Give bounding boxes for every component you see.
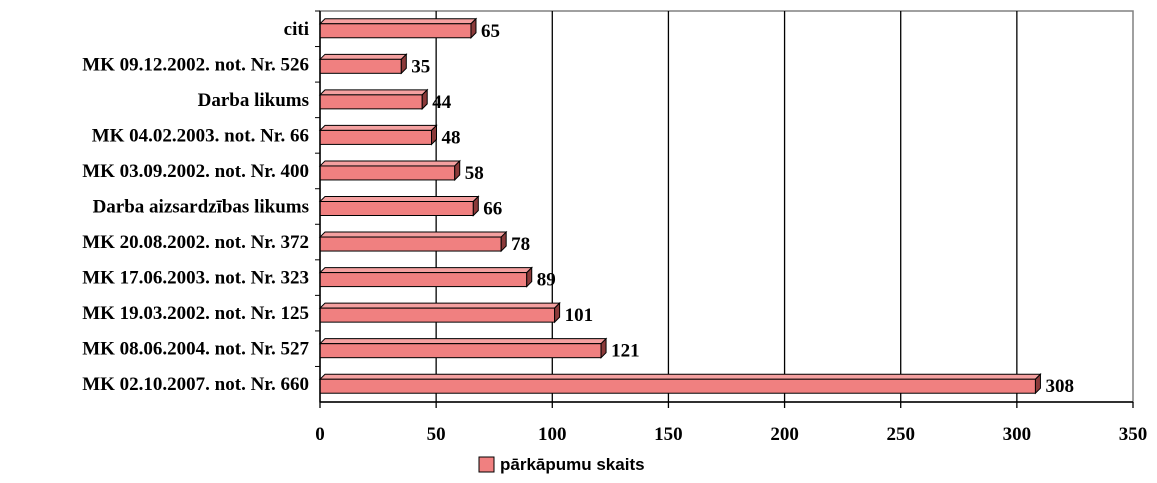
bar — [318, 159, 461, 182]
legend: pārkāpumu skaits — [478, 455, 645, 474]
bar — [318, 337, 608, 359]
bar-top-face — [318, 373, 1042, 380]
bar-front-face — [319, 23, 472, 39]
legend-label: pārkāpumu skaits — [500, 455, 645, 474]
value-label: 44 — [432, 92, 452, 113]
x-tick-label: 300 — [1003, 424, 1032, 445]
bar-side-face — [430, 124, 437, 146]
bar-side-face — [1034, 373, 1041, 395]
value-label: 121 — [611, 341, 640, 362]
bar-front-face — [319, 236, 502, 252]
bar-side-face — [421, 88, 428, 111]
value-label: 58 — [465, 163, 484, 184]
category-label: Darba aizsardzības likums — [93, 197, 309, 218]
x-tick-label: 150 — [654, 424, 683, 445]
value-label: 65 — [481, 21, 500, 42]
bar — [318, 53, 408, 75]
x-axis: 0 50 100 150 200 250 300 350 — [315, 10, 1148, 445]
bar-side-face — [554, 301, 561, 324]
bar-top-face — [318, 53, 408, 60]
bars — [318, 17, 1042, 395]
bar-front-face — [319, 94, 423, 110]
x-tick-label: 0 — [315, 424, 325, 445]
bar-front-face — [319, 165, 456, 181]
x-tick-label: 50 — [427, 424, 446, 445]
bar-top-face — [318, 18, 478, 25]
value-label: 89 — [537, 270, 556, 291]
value-label: 35 — [411, 56, 430, 77]
category-label: MK 09.12.2002. not. Nr. 526 — [82, 54, 309, 75]
bar-front-face — [319, 378, 1036, 394]
bar-front-face — [319, 58, 402, 74]
bar-top-face — [318, 89, 429, 96]
bar-front-face — [319, 307, 556, 323]
category-label: MK 04.02.2003. not. Nr. 66 — [92, 125, 309, 146]
value-label: 48 — [441, 127, 460, 148]
x-tick-label: 350 — [1119, 424, 1148, 445]
bar-top-face — [318, 124, 438, 131]
bar — [318, 266, 533, 288]
legend-swatch — [478, 456, 495, 473]
category-label: MK 20.08.2002. not. Nr. 372 — [82, 232, 309, 253]
category-labels: citi MK 09.12.2002. not. Nr. 526 Darba lik… — [82, 19, 309, 395]
bar — [318, 301, 561, 324]
category-label: MK 08.06.2004. not. Nr. 527 — [82, 339, 309, 360]
bar — [318, 124, 438, 146]
bar-side-face — [526, 266, 533, 288]
category-label: MK 17.06.2003. not. Nr. 323 — [82, 268, 309, 289]
bar-side-face — [400, 53, 407, 75]
bar-side-face — [600, 337, 607, 359]
bar — [318, 17, 478, 39]
bar-side-face — [454, 159, 461, 182]
category-label: MK 02.10.2007. not. Nr. 660 — [82, 374, 309, 395]
bar-front-face — [319, 129, 432, 145]
value-label: 101 — [565, 305, 594, 326]
bar-top-face — [318, 196, 480, 202]
category-label: citi — [284, 19, 309, 40]
x-tick-label: 100 — [538, 424, 567, 445]
category-label: MK 19.03.2002. not. Nr. 125 — [82, 303, 309, 324]
bar-front-face — [319, 201, 474, 216]
bar-top-face — [318, 302, 561, 309]
bar-top-face — [318, 267, 533, 274]
bar — [318, 195, 480, 217]
value-label: 66 — [483, 199, 502, 220]
bar-top-face — [318, 338, 608, 345]
bar — [318, 373, 1042, 395]
category-label: Darba likums — [198, 90, 309, 111]
bar — [318, 230, 508, 253]
value-label: 308 — [1045, 376, 1074, 397]
bar-front-face — [319, 272, 528, 288]
value-label: 78 — [511, 234, 530, 255]
x-tick-label: 200 — [770, 424, 799, 445]
bar-side-face — [470, 17, 477, 39]
bar-top-face — [318, 231, 508, 238]
bar-side-face — [472, 195, 479, 217]
bar-top-face — [318, 160, 461, 167]
bar-side-face — [500, 230, 507, 253]
bar — [318, 88, 429, 111]
x-tick-label: 250 — [886, 424, 915, 445]
bar-front-face — [319, 343, 602, 359]
category-label: MK 03.09.2002. not. Nr. 400 — [82, 161, 309, 182]
